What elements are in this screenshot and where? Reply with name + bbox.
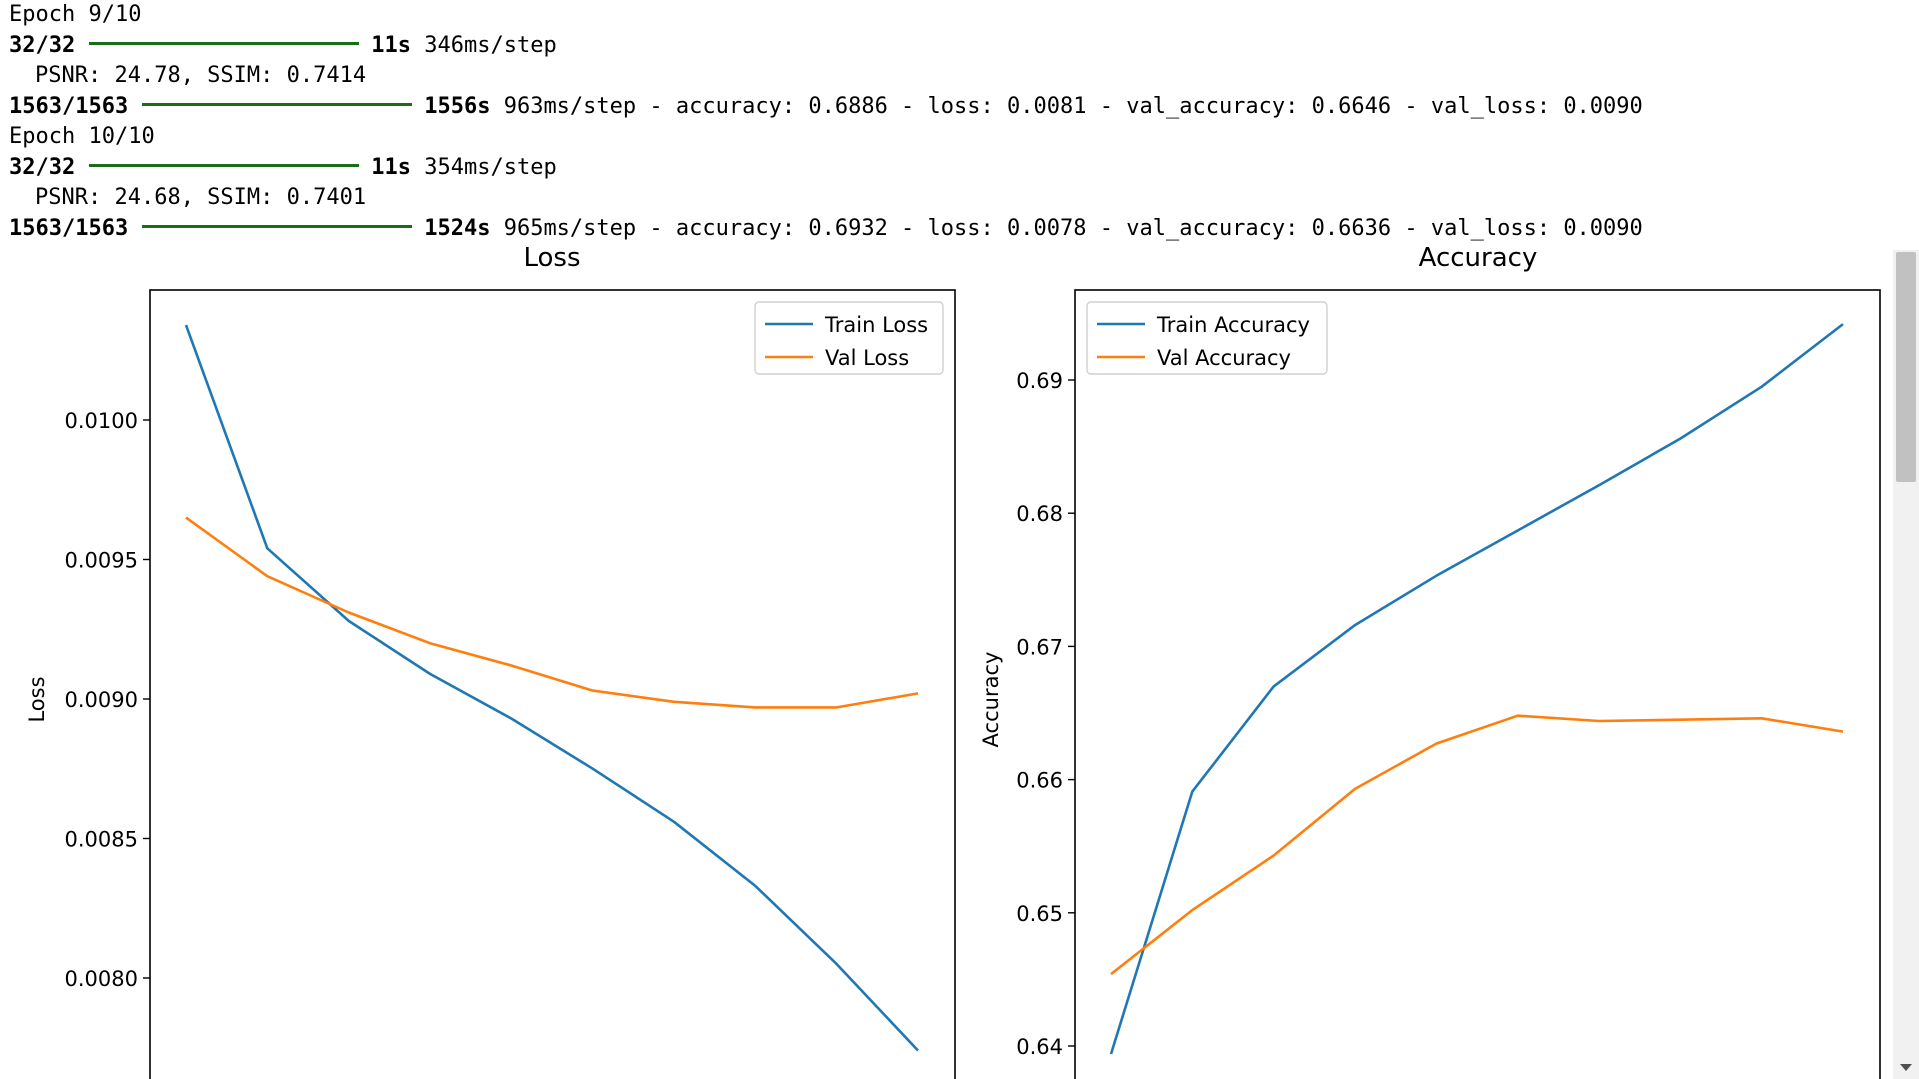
log-line: 32/32 11s 346ms/step [9, 31, 1869, 62]
epoch-label: Epoch 10/10 [9, 124, 155, 149]
legend-label: Train Loss [824, 313, 928, 337]
y-tick-label: 0.0095 [65, 549, 138, 573]
step-counter: 32/32 [9, 32, 76, 58]
scroll-down-arrow-icon[interactable] [1900, 1064, 1912, 1071]
progress-bar [89, 164, 360, 167]
metric-text: PSNR: 24.68, SSIM: 0.7401 [35, 185, 367, 210]
log-line: Epoch 9/10 [9, 0, 1869, 31]
progress-bar [89, 42, 360, 45]
series-line [1110, 714, 1844, 976]
y-tick-label: 0.65 [1016, 902, 1063, 926]
elapsed-time: 1524s [424, 215, 491, 241]
step-counter: 32/32 [9, 154, 76, 180]
epoch-label: Epoch 9/10 [9, 2, 142, 27]
training-plots: Loss 0.0080 0.0085 0.0090 0.0095 0.0100 Loss Tr… [25, 243, 1881, 1079]
log-line: PSNR: 24.78, SSIM: 0.7414 [9, 61, 1869, 92]
series-line [184, 324, 919, 1052]
series-line [185, 516, 919, 709]
legend-box [1086, 301, 1328, 375]
log-line: Epoch 10/10 [9, 122, 1869, 153]
plot-frame [1074, 289, 1881, 1079]
log-line: 32/32 11s 354ms/step [9, 153, 1869, 184]
metric-text: PSNR: 24.78, SSIM: 0.7414 [35, 63, 367, 88]
legend-label: Val Accuracy [1157, 346, 1291, 370]
log-line: 1563/1563 1556s 963ms/step - accuracy: 0.… [9, 92, 1869, 123]
y-tick-label: 0.66 [1016, 769, 1063, 793]
elapsed-time: 11s [371, 154, 411, 180]
series-line [1109, 323, 1844, 1055]
log-line: PSNR: 24.68, SSIM: 0.7401 [9, 183, 1869, 214]
y-tick-label: 0.0080 [65, 967, 138, 991]
y-tick-label: 0.64 [1016, 1035, 1063, 1059]
y-tick-label: 0.0090 [65, 688, 138, 712]
step-metrics: 965ms/step - accuracy: 0.6932 - loss: 0.… [503, 215, 1643, 241]
step-metrics: 354ms/step [424, 154, 557, 180]
y-tick-label: 0.67 [1016, 635, 1063, 659]
log-line: 1563/1563 1524s 965ms/step - accuracy: 0.… [9, 214, 1869, 245]
chart-title: Loss [523, 243, 580, 273]
y-tick-label: 0.69 [1016, 369, 1063, 393]
legend-label: Val Loss [825, 346, 909, 370]
scrollbar-thumb[interactable] [1896, 252, 1916, 482]
progress-bar [142, 103, 413, 106]
legend-label: Train Accuracy [1156, 313, 1310, 337]
y-tick-label: 0.0085 [65, 828, 138, 852]
elapsed-time: 1556s [424, 93, 491, 119]
y-axis-label: Accuracy [979, 652, 1003, 748]
y-tick-label: 0.0100 [65, 409, 138, 433]
vertical-scrollbar[interactable] [1893, 250, 1919, 1079]
y-axis-label: Loss [25, 676, 49, 722]
step-metrics: 346ms/step [424, 32, 557, 58]
training-log-output: Epoch 9/10 32/32 11s 346ms/step PSNR: 24.78… [9, 0, 1869, 244]
y-tick-label: 0.68 [1016, 502, 1063, 526]
step-metrics: 963ms/step - accuracy: 0.6886 - loss: 0.… [503, 93, 1643, 119]
progress-bar [142, 225, 413, 228]
elapsed-time: 11s [371, 32, 411, 58]
step-counter: 1563/1563 [9, 93, 129, 119]
step-counter: 1563/1563 [9, 215, 129, 241]
chart-title: Accuracy [1419, 243, 1538, 273]
